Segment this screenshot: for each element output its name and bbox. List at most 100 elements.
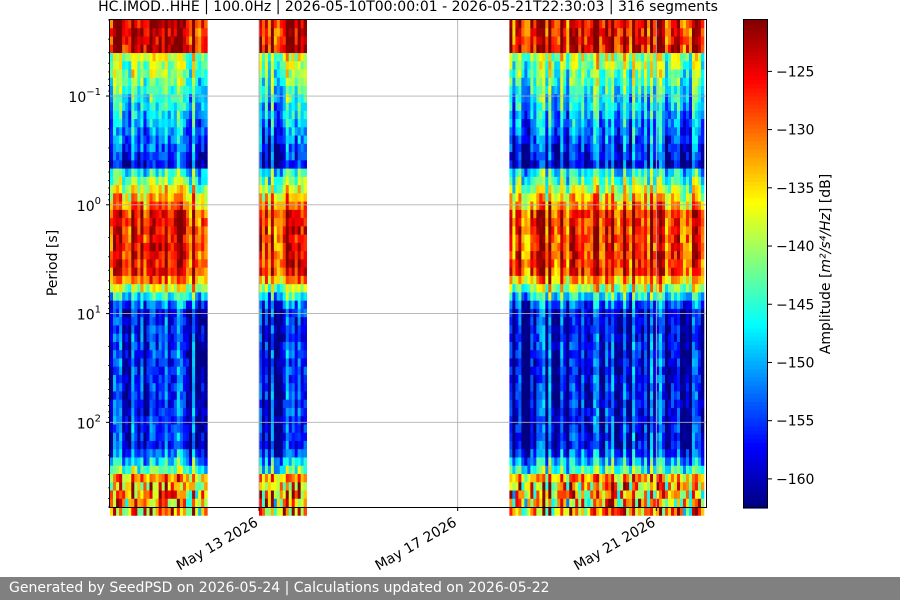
colorbar-segment bbox=[743, 137, 768, 142]
colorbar-segment bbox=[743, 226, 768, 232]
y-axis-label: Period [s] bbox=[45, 230, 61, 296]
colorbar-segment bbox=[743, 430, 768, 436]
y-tick-label: 100 bbox=[77, 196, 101, 215]
colorbar-segment bbox=[743, 239, 768, 244]
colorbar-segment bbox=[743, 279, 768, 285]
colorbar-segment bbox=[743, 129, 768, 134]
colorbar-segment bbox=[743, 406, 768, 411]
colorbar-segment bbox=[743, 47, 768, 53]
colorbar-segment bbox=[743, 149, 768, 155]
colorbar-segment bbox=[743, 259, 768, 265]
colorbar-segment bbox=[743, 190, 768, 195]
colorbar-segment bbox=[743, 397, 768, 403]
colorbar-segment bbox=[743, 292, 768, 297]
colorbar-segment bbox=[743, 23, 768, 28]
colorbar-segment bbox=[743, 385, 768, 391]
colorbar-segment bbox=[743, 31, 768, 36]
colorbar-segment bbox=[743, 459, 768, 464]
colorbar-segment bbox=[743, 182, 768, 187]
colorbar-segment bbox=[743, 124, 768, 130]
colorbar-segment bbox=[743, 35, 768, 40]
colorbar-segment bbox=[743, 410, 768, 415]
colorbar-segment bbox=[743, 422, 768, 428]
colorbar-segment bbox=[743, 316, 768, 322]
colorbar-segment bbox=[743, 234, 768, 240]
colorbar-segment bbox=[743, 255, 768, 261]
colorbar-segment bbox=[743, 92, 768, 98]
colorbar-segment bbox=[743, 133, 768, 138]
colorbar-tick-label: −135 bbox=[776, 181, 814, 197]
colorbar-segment bbox=[743, 336, 768, 342]
colorbar-segment bbox=[743, 145, 768, 150]
colorbar-segment bbox=[743, 450, 768, 456]
colorbar-segment bbox=[743, 67, 768, 73]
colorbar-segment bbox=[743, 120, 768, 126]
colorbar-segment bbox=[743, 247, 768, 252]
colorbar-segment bbox=[743, 353, 768, 358]
colorbar-segment bbox=[743, 43, 768, 49]
colorbar-segment bbox=[743, 275, 768, 281]
colorbar-segment bbox=[743, 332, 768, 338]
colorbar-segment bbox=[743, 51, 768, 57]
grid-lines bbox=[110, 20, 706, 507]
colorbar-segment bbox=[743, 80, 768, 85]
colorbar-segment bbox=[743, 230, 768, 236]
colorbar-segment bbox=[743, 495, 768, 501]
colorbar-segment bbox=[743, 116, 768, 122]
colorbar-segment bbox=[743, 324, 768, 330]
data-segment bbox=[259, 20, 307, 516]
colorbar-segment bbox=[743, 194, 768, 199]
colorbar-segment bbox=[743, 71, 768, 77]
colorbar-segment bbox=[743, 499, 768, 505]
colorbar-tick-label: −140 bbox=[776, 239, 814, 255]
colorbar-segment bbox=[743, 393, 768, 399]
colorbar-segment bbox=[743, 381, 768, 387]
colorbar-segment bbox=[743, 361, 768, 366]
colorbar-segment bbox=[743, 414, 768, 419]
colorbar-segment bbox=[743, 222, 768, 228]
colorbar-segment bbox=[743, 402, 768, 407]
colorbar: −125 −130 −135 −140 −145 −150 −155 −160 bbox=[743, 19, 814, 509]
plot-area bbox=[110, 20, 705, 516]
colorbar-segment bbox=[743, 373, 768, 379]
colorbar-segment bbox=[743, 104, 768, 110]
colorbar-segment bbox=[743, 141, 768, 146]
colorbar-segment bbox=[743, 340, 768, 346]
colorbar-segment bbox=[743, 434, 768, 440]
colorbar-segment bbox=[743, 59, 768, 65]
colorbar-segment bbox=[743, 328, 768, 334]
colorbar-frame bbox=[743, 19, 768, 508]
colorbar-segment bbox=[743, 467, 768, 472]
x-tick-label: May 21 2026 bbox=[571, 515, 658, 575]
spectrogram-chart: HC.IMOD..HHE | 100.0Hz | 2026-05-10T00:0… bbox=[45, 0, 834, 574]
colorbar-tick-label: −125 bbox=[776, 64, 814, 80]
colorbar-segment bbox=[743, 96, 768, 102]
plot-frame bbox=[109, 19, 707, 508]
colorbar-segment bbox=[743, 377, 768, 383]
colorbar-segment bbox=[743, 426, 768, 432]
colorbar-tick-label: −130 bbox=[776, 123, 814, 139]
colorbar-segment bbox=[743, 312, 768, 318]
colorbar-segment bbox=[743, 267, 768, 273]
x-axis: May 13 2026 May 17 2026 May 21 2026 bbox=[174, 507, 658, 574]
colorbar-segment bbox=[743, 438, 768, 444]
colorbar-segment bbox=[743, 173, 768, 179]
colorbar-segment bbox=[743, 76, 768, 81]
colorbar-segment bbox=[743, 161, 768, 167]
colorbar-segment bbox=[743, 349, 768, 354]
colorbar-segment bbox=[743, 108, 768, 114]
colorbar-segment bbox=[743, 63, 768, 69]
colorbar-tick-label: −155 bbox=[776, 414, 814, 430]
colorbar-segment bbox=[743, 19, 768, 24]
colorbar-segment bbox=[743, 487, 768, 493]
colorbar-segment bbox=[743, 271, 768, 277]
colorbar-segment bbox=[743, 202, 768, 208]
colorbar-segment bbox=[743, 283, 768, 289]
y-tick-label: 102 bbox=[77, 413, 101, 432]
colorbar-segment bbox=[743, 300, 768, 305]
y-tick-label: 101 bbox=[77, 305, 101, 324]
colorbar-segment bbox=[743, 491, 768, 497]
x-tick-label: May 17 2026 bbox=[373, 515, 460, 575]
colorbar-tick-label: −160 bbox=[776, 472, 814, 488]
colorbar-tick-label: −150 bbox=[776, 355, 814, 371]
